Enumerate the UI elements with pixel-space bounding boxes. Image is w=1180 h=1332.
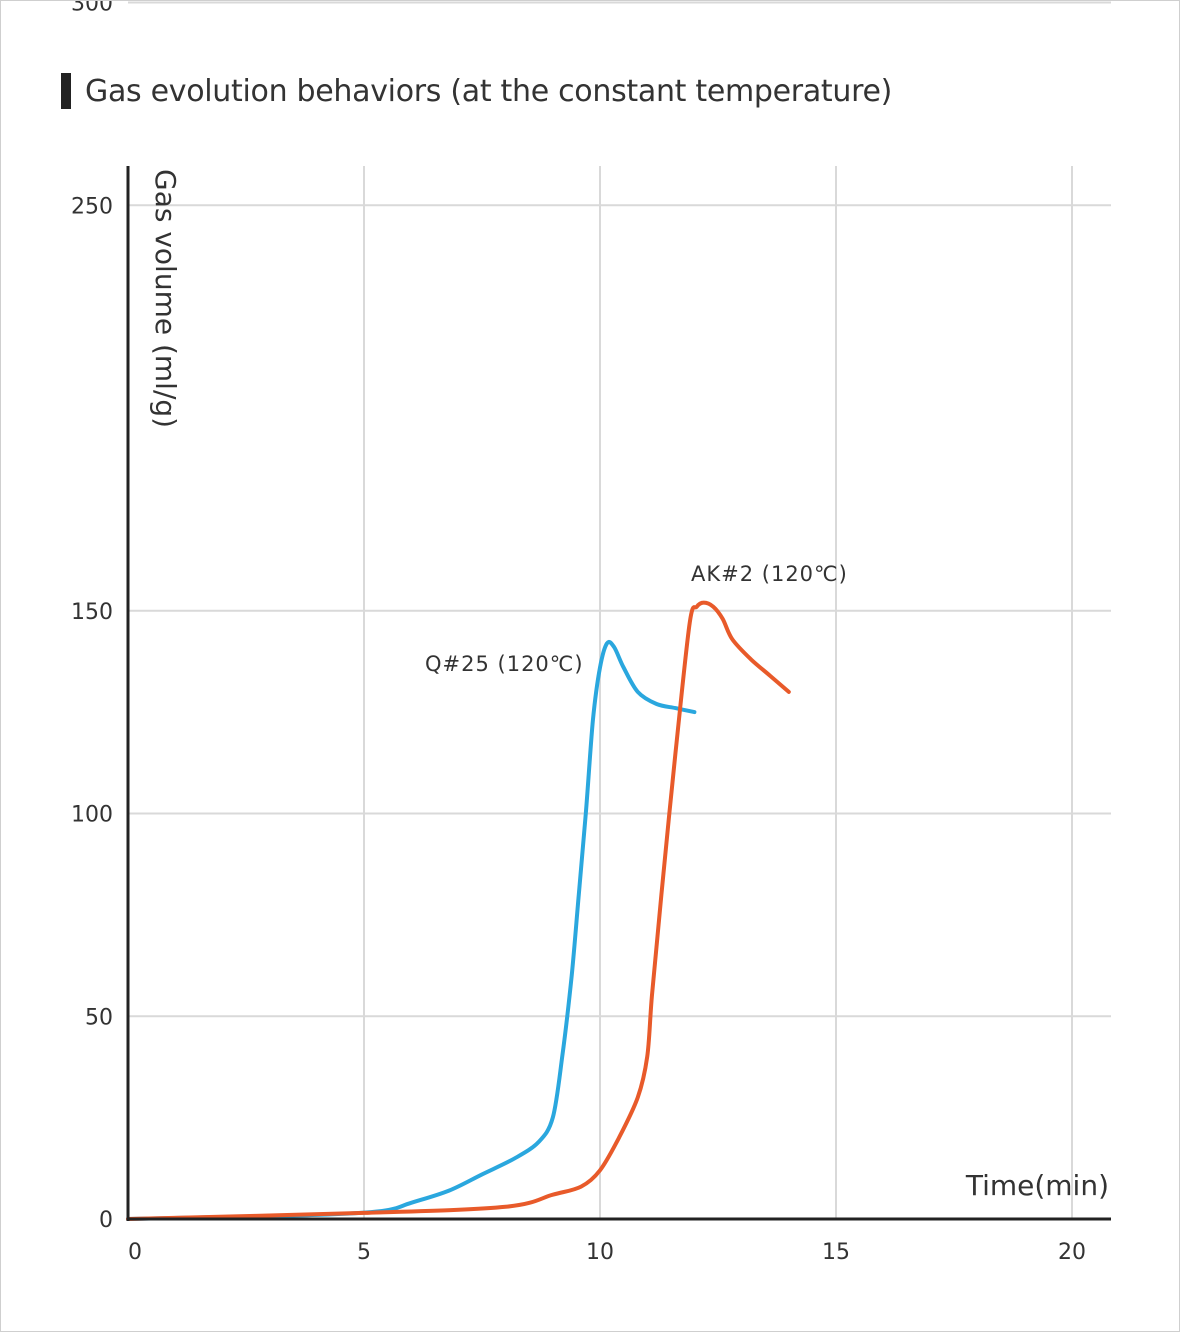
x-tick-label: 10: [586, 1240, 614, 1265]
y-tick-label: 100: [71, 803, 113, 828]
chart-title-text: Gas evolution behaviors (at the constant…: [85, 73, 893, 109]
chart-title: Gas evolution behaviors (at the constant…: [61, 73, 892, 109]
title-accent-bar: [61, 73, 71, 109]
series-label-q25: Q#25 (120℃): [425, 652, 584, 676]
series-line-ak2: [126, 600, 791, 1221]
y-tick-label: 0: [99, 1208, 113, 1233]
series-label-ak2: AK#2 (120℃): [691, 562, 848, 586]
x-tick-label: 5: [357, 1240, 371, 1265]
series-group: [126, 600, 791, 1221]
axes: [126, 166, 1111, 1221]
x-tick-label: 0: [128, 1240, 142, 1265]
x-axis-title: Time(min): [965, 1169, 1109, 1202]
grid-lines: [128, 1, 1111, 1219]
x-tick-label: 20: [1058, 1240, 1086, 1265]
y-tick-label: 300: [71, 1, 113, 17]
y-axis-title: Gas volume (ml/g): [149, 169, 182, 428]
tick-labels: 0 5 10 15 20 0 50 100 150 250 300: [71, 1, 1086, 1265]
x-tick-label: 15: [822, 1240, 850, 1265]
series-line-q25: [126, 639, 697, 1221]
y-tick-label: 150: [71, 600, 113, 625]
y-tick-label: 250: [71, 194, 113, 219]
y-tick-label: 50: [85, 1005, 113, 1030]
